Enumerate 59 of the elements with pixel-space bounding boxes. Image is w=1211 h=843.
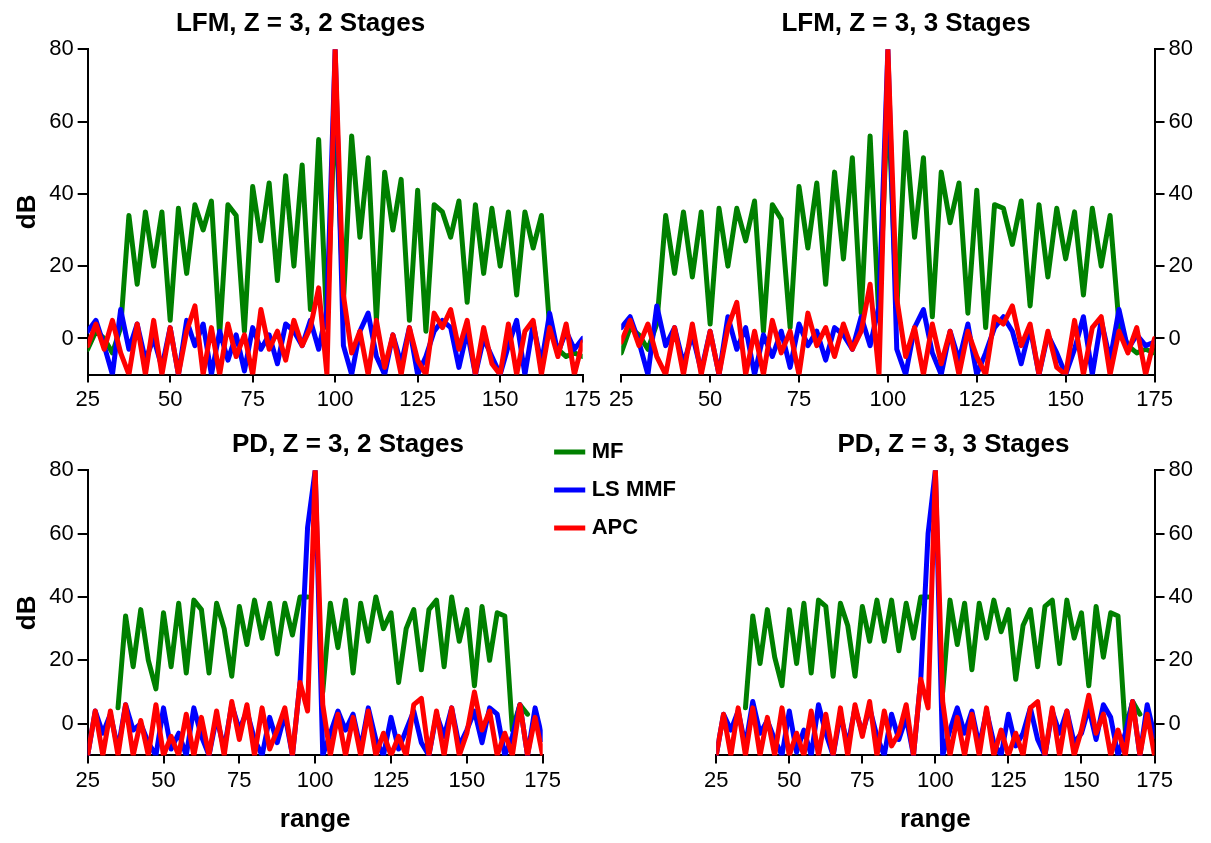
x-tick-label: 100: [869, 385, 907, 411]
y2-tick-label: 40: [1168, 583, 1194, 609]
x-tick-label: 150: [481, 385, 519, 411]
x-tick-label: 25: [75, 766, 100, 792]
x-tick-label: 175: [1136, 766, 1173, 792]
x-tick-label: 25: [608, 385, 634, 411]
y-tick-label: 80: [49, 35, 74, 61]
x-tick-label: 175: [524, 766, 562, 792]
y-tick-label: 0: [61, 324, 74, 350]
x-tick-label: 150: [1063, 766, 1100, 792]
y-tick-label: 80: [49, 456, 74, 482]
x-tick-label: 150: [448, 766, 486, 792]
x-tick-label: 50: [157, 385, 183, 411]
x-tick-label: 75: [227, 766, 252, 792]
y-tick-label: 60: [49, 107, 74, 133]
y-tick-label: 60: [49, 519, 74, 545]
x-tick-label: 100: [316, 385, 354, 411]
y2-tick-label: 20: [1168, 646, 1194, 672]
chart-title: LFM, Z = 3, 3 Stages: [781, 6, 1031, 37]
legend-label: APC: [591, 514, 639, 540]
y-axis-title: dB: [10, 595, 41, 631]
x-tick-label: 50: [777, 766, 802, 792]
y2-tick-label: 80: [1168, 35, 1194, 61]
x-tick-label: 150: [1047, 385, 1085, 411]
y2-tick-label: 80: [1168, 456, 1194, 482]
chart-title: PD, Z = 3, 3 Stages: [837, 427, 1070, 458]
legend-label: MF: [591, 438, 624, 464]
y-tick-label: 40: [49, 583, 74, 609]
x-tick-label: 100: [296, 766, 334, 792]
chart-title: PD, Z = 3, 2 Stages: [232, 427, 464, 458]
x-tick-label: 125: [372, 766, 410, 792]
x-tick-label: 125: [990, 766, 1027, 792]
x-tick-label: 75: [850, 766, 875, 792]
x-tick-label: 175: [1136, 385, 1173, 411]
y2-tick-label: 60: [1168, 107, 1194, 133]
x-tick-label: 25: [75, 385, 100, 411]
x-tick-label: 75: [786, 385, 812, 411]
y-tick-label: 40: [49, 179, 74, 205]
x-tick-label: 125: [958, 385, 996, 411]
y-tick-label: 20: [49, 252, 74, 278]
x-axis-title: range: [279, 802, 351, 833]
x-tick-label: 25: [703, 766, 729, 792]
x-tick-label: 50: [151, 766, 176, 792]
y2-tick-label: 40: [1168, 179, 1194, 205]
y-tick-label: 0: [61, 709, 74, 735]
x-axis-title: range: [899, 802, 971, 833]
x-tick-label: 50: [697, 385, 723, 411]
chart-title: LFM, Z = 3, 2 Stages: [175, 6, 426, 37]
x-tick-label: 100: [917, 766, 954, 792]
y-axis-title: dB: [10, 194, 41, 230]
x-tick-label: 175: [564, 385, 602, 411]
x-tick-label: 125: [399, 385, 437, 411]
y2-tick-label: 60: [1168, 519, 1194, 545]
y2-tick-label: 20: [1168, 252, 1194, 278]
y2-tick-label: 0: [1168, 709, 1181, 735]
legend-label: LS MMF: [591, 476, 677, 502]
y-tick-label: 20: [49, 646, 74, 672]
y2-tick-label: 0: [1168, 324, 1181, 350]
x-tick-label: 75: [240, 385, 265, 411]
